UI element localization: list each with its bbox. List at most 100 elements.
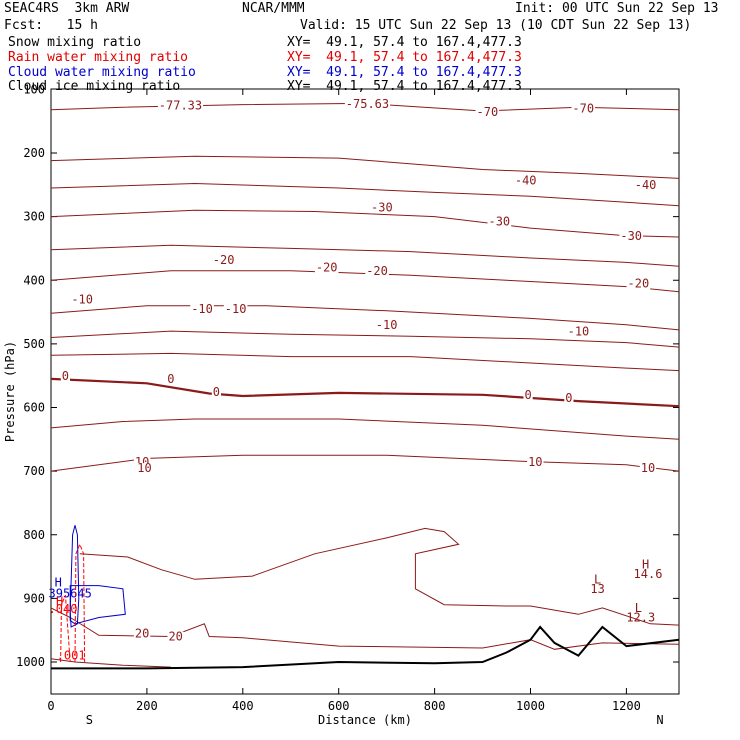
temperature-contour-surface xyxy=(50,658,171,668)
contour-label-bg xyxy=(157,100,204,112)
contour-label-bg xyxy=(167,631,184,643)
y-axis-title: Pressure (hPa) xyxy=(3,341,17,442)
extremum-label: 13 xyxy=(590,582,604,596)
temperature-contour xyxy=(50,418,680,440)
temperature-contour-label: -77.33 xyxy=(159,98,202,112)
temperature-contour xyxy=(50,182,680,207)
contour-label-bg xyxy=(566,326,591,338)
cloud-water-contour xyxy=(69,585,126,625)
temperature-contour xyxy=(50,209,680,238)
contour-label-bg xyxy=(564,393,574,405)
x-tick-label: 1200 xyxy=(612,699,641,713)
contour-label-bg xyxy=(487,216,512,228)
x-tick-label: 200 xyxy=(136,699,158,713)
temperature-contour xyxy=(50,305,680,331)
plot-frame xyxy=(50,88,680,695)
y-tick-label-top: 100 xyxy=(23,82,45,96)
contour-label-bg xyxy=(70,294,94,306)
freezing-level-contour xyxy=(50,377,680,408)
field-xy-rain: XY= 49.1, 57.4 to 167.4,477.3 xyxy=(287,50,522,65)
temperature-contour xyxy=(50,244,680,267)
temperature-contour-label: -70 xyxy=(477,105,499,119)
header-model: SEAC4RS 3km ARW xyxy=(4,1,130,16)
y-tick-label: 600 xyxy=(23,401,45,415)
contour-label-bg xyxy=(626,278,651,290)
x-end-label-north: N xyxy=(656,713,663,727)
contour-label-bg xyxy=(365,265,389,277)
temperature-contour-label: -40 xyxy=(635,178,657,192)
temperature-contour-label: -10 xyxy=(191,302,213,316)
temperature-contour xyxy=(50,330,680,348)
temperature-contour xyxy=(50,270,680,293)
temperature-contour-label: -30 xyxy=(488,214,510,228)
temperature-contour-label: -10 xyxy=(225,302,247,316)
y-tick-label: 800 xyxy=(23,528,45,542)
field-name-snow: Snow mixing ratio xyxy=(8,35,142,50)
x-tick-label: 600 xyxy=(328,699,350,713)
temperature-contour-label: -10 xyxy=(568,324,590,338)
temperature-contour-boundary xyxy=(79,527,680,626)
extremum-label: L xyxy=(635,601,642,615)
temperature-contour-label: 0 xyxy=(565,391,572,405)
x-end-label-south: S xyxy=(86,713,93,727)
contour-label-bg xyxy=(527,456,544,468)
header-init: Init: 00 UTC Sun 22 Sep 13 xyxy=(515,1,719,16)
rain-contour-label: .001 xyxy=(57,649,86,663)
x-tick-label: 0 xyxy=(47,699,54,713)
contour-label-bg xyxy=(223,304,248,316)
extremum-label: H xyxy=(56,595,63,609)
y-tick-label: 200 xyxy=(23,146,45,160)
contour-label-bg xyxy=(314,262,339,274)
contour-label-bg xyxy=(344,99,391,111)
y-tick-label: 400 xyxy=(23,273,45,287)
contour-label-bg xyxy=(133,456,151,468)
temperature-contour xyxy=(50,155,680,179)
field-name-rain: Rain water mixing ratio xyxy=(8,50,189,65)
y-tick-label: 500 xyxy=(23,337,45,351)
header-fcst: Fcst: 15 h xyxy=(4,18,98,33)
extremum-label: 12.3 xyxy=(626,610,655,624)
field-name-cloud-water: Cloud water mixing ratio xyxy=(8,65,196,80)
temperature-contour-label: -20 xyxy=(366,264,388,278)
terrain-surface-line xyxy=(51,625,680,670)
temperature-contour-label: -10 xyxy=(71,293,93,307)
cloud-water-contour xyxy=(69,525,80,628)
field-xy-cloud-water: XY= 49.1, 57.4 to 167.4,477.3 xyxy=(287,65,522,80)
temperature-contour-label: 0 xyxy=(167,372,174,386)
contour-label-bg xyxy=(633,179,658,191)
rain-contour xyxy=(60,595,71,663)
temperature-contour-label: 10 xyxy=(528,455,542,469)
contour-label-bg xyxy=(374,319,399,331)
contour-label-bg xyxy=(166,374,176,386)
temperature-contour-label: 10 xyxy=(641,461,655,475)
contour-label-bg xyxy=(190,304,214,316)
contour-label-bg xyxy=(370,202,394,214)
temperature-contour-label: -30 xyxy=(371,200,393,214)
temperature-contour-label: -70 xyxy=(572,102,594,116)
contour-label-bg xyxy=(523,389,533,401)
extremum-label: L xyxy=(594,572,601,586)
temperature-contour-20 xyxy=(50,607,680,650)
temperature-contour-label: 10 xyxy=(137,461,151,475)
contour-label-bg xyxy=(133,628,151,640)
contour-label-bg xyxy=(475,106,500,118)
field-name-cloud-ice: Cloud ice mixing ratio xyxy=(8,79,181,94)
y-tick-label: 300 xyxy=(23,210,45,224)
x-tick-label: 800 xyxy=(424,699,446,713)
extremum-label: H xyxy=(642,558,649,572)
contour-label-bg xyxy=(619,230,643,242)
x-axis-title: Distance (km) xyxy=(318,713,412,727)
contour-label-bg xyxy=(639,463,657,475)
temperature-contour-label: 0 xyxy=(62,369,69,383)
cloud-water-label: 395645 xyxy=(49,586,92,600)
temperature-contour-label: 20 xyxy=(135,627,149,641)
y-tick-label: 700 xyxy=(23,464,45,478)
rain-contour xyxy=(74,542,86,663)
temperature-contour-label: -20 xyxy=(316,261,338,275)
temperature-contour-label: -20 xyxy=(213,253,235,267)
temperature-contour-label: -75.63 xyxy=(346,97,389,111)
contour-label-bg xyxy=(211,255,236,267)
field-xy-snow: XY= 49.1, 57.4 to 167.4,477.3 xyxy=(287,35,522,50)
temperature-contour-label: -10 xyxy=(376,318,398,332)
